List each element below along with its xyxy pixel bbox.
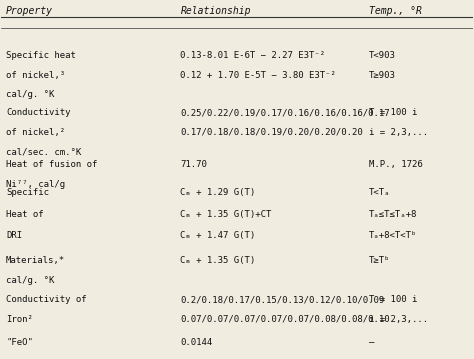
Text: Tₐ≤T≤Tₐ+8: Tₐ≤T≤Tₐ+8 [369,210,417,219]
Text: cal/sec. cm.°K: cal/sec. cm.°K [6,148,82,157]
Text: 0.13-8.01 E-6T − 2.27 E3T⁻²: 0.13-8.01 E-6T − 2.27 E3T⁻² [181,51,326,60]
Text: T = 100 i: T = 100 i [369,295,417,304]
Text: 71.70: 71.70 [181,160,207,169]
Text: Heat of: Heat of [6,210,44,219]
Text: T<903: T<903 [369,51,396,60]
Text: 0.0144: 0.0144 [181,338,213,347]
Text: cal/g. °K: cal/g. °K [6,90,55,99]
Text: Specific heat: Specific heat [6,51,76,60]
Text: Cₘ + 1.47 G(T): Cₘ + 1.47 G(T) [181,231,255,240]
Text: 0.17/0.18/0.18/0.19/0.20/0.20/0.20: 0.17/0.18/0.18/0.19/0.20/0.20/0.20 [181,128,363,137]
Text: Property: Property [6,6,53,16]
Text: of nickel,²: of nickel,² [6,128,65,137]
Text: Materials,*: Materials,* [6,256,65,265]
Text: Heat of fusion of: Heat of fusion of [6,160,98,169]
Text: Cₘ + 1.35 G(T): Cₘ + 1.35 G(T) [181,256,255,265]
Text: 0.07/0.07/0.07/0.07/0.07/0.08/0.08/0.10: 0.07/0.07/0.07/0.07/0.07/0.08/0.08/0.10 [181,315,390,324]
Text: Conductivity: Conductivity [6,108,71,117]
Text: Cₘ + 1.29 G(T): Cₘ + 1.29 G(T) [181,188,255,197]
Text: cal/g. °K: cal/g. °K [6,276,55,285]
Text: i = 2,3,...: i = 2,3,... [369,128,428,137]
Text: M.P., 1726: M.P., 1726 [369,160,423,169]
Text: i = 2,3,...: i = 2,3,... [369,315,428,324]
Text: T = 100 i: T = 100 i [369,108,417,117]
Text: "FeO": "FeO" [6,338,33,347]
Text: T<Tₐ: T<Tₐ [369,188,391,197]
Text: Temp., °R: Temp., °R [369,6,422,16]
Text: T≥903: T≥903 [369,71,396,80]
Text: T≥Tᵇ: T≥Tᵇ [369,256,391,265]
Text: Iron²: Iron² [6,315,33,324]
Text: Conductivity of: Conductivity of [6,295,87,304]
Text: Cₘ + 1.35 G(T)+CT: Cₘ + 1.35 G(T)+CT [181,210,272,219]
Text: Tₐ+8<T<Tᵇ: Tₐ+8<T<Tᵇ [369,231,417,240]
Text: 0.2/0.18/0.17/0.15/0.13/0.12/0.10/0.09: 0.2/0.18/0.17/0.15/0.13/0.12/0.10/0.09 [181,295,385,304]
Text: 0.12 + 1.70 E-5T − 3.80 E3T⁻²: 0.12 + 1.70 E-5T − 3.80 E3T⁻² [181,71,337,80]
Text: DRI: DRI [6,231,22,240]
Text: Ni⁷⁷, cal/g: Ni⁷⁷, cal/g [6,180,65,188]
Text: 0.25/0.22/0.19/0.17/0.16/0.16/0.16/0.17: 0.25/0.22/0.19/0.17/0.16/0.16/0.16/0.17 [181,108,390,117]
Text: –: – [369,338,374,347]
Text: of nickel,³: of nickel,³ [6,71,65,80]
Text: Specific: Specific [6,188,49,197]
Text: Relationship: Relationship [181,6,251,16]
